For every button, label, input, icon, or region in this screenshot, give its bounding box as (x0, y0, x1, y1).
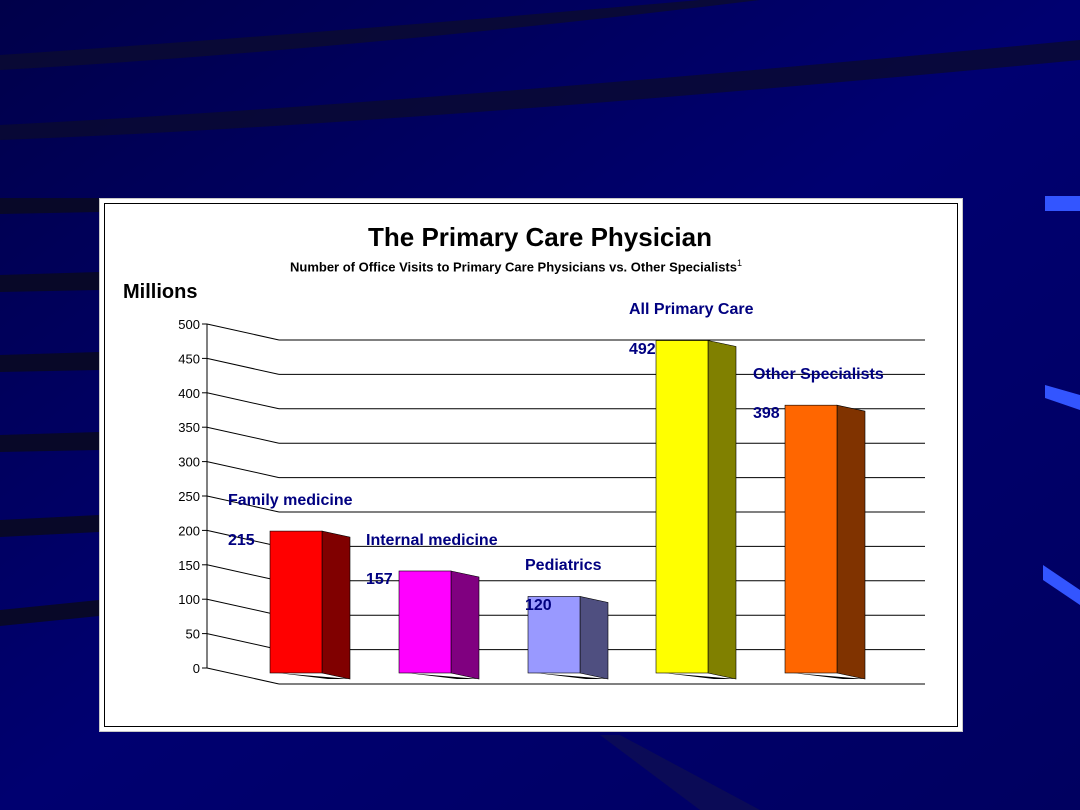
bar-shadow (664, 673, 736, 679)
bar-shadow (407, 673, 479, 679)
y-tick-label: 150 (178, 558, 200, 573)
bar-shadow (278, 673, 350, 679)
value-label: 157 (366, 571, 393, 588)
chart-title: The Primary Care Physician (368, 222, 712, 252)
y-tick-label: 300 (178, 455, 200, 470)
y-tick-label: 0 (193, 661, 200, 676)
grid-depth-line (206, 598, 280, 616)
bar-side (450, 570, 480, 680)
y-tick-label: 200 (178, 523, 200, 538)
bar-side (836, 404, 866, 680)
y-tick-label: 500 (178, 317, 200, 332)
bar-labels: Family medicine 215 Internal medicine 157 Pe… (228, 301, 884, 614)
value-label: 215 (228, 532, 255, 549)
chart-subtitle: Number of Office Visits to Primary Care … (290, 258, 790, 274)
grid-depth-line (206, 564, 280, 582)
y-tick-label: 400 (178, 386, 200, 401)
category-label: Internal medicine (366, 532, 498, 549)
bar-side (579, 596, 609, 680)
bar-front (655, 340, 709, 674)
y-tick-label: 100 (178, 592, 200, 607)
bar-side (321, 530, 351, 680)
subtitle-footnote: 1 (737, 258, 743, 268)
y-tick-label: 50 (186, 627, 200, 642)
bar-front (527, 596, 581, 674)
category-label: Family medicine (228, 492, 353, 509)
y-tick-label: 350 (178, 420, 200, 435)
chart-panel-border (104, 203, 958, 727)
category-label: All Primary Care (629, 301, 754, 318)
bar-shadow (793, 673, 865, 679)
grid-depth-line (206, 667, 280, 685)
grid-depth-line (206, 633, 280, 651)
y-axis-label: Millions (123, 281, 198, 303)
grid-depth-line (206, 529, 280, 547)
value-label: 398 (753, 405, 780, 422)
grid-depth-line (206, 392, 280, 410)
grid-depth-line (206, 426, 280, 444)
grid-depth-line (206, 495, 280, 513)
grid-depth-line (206, 461, 280, 479)
bar-2 (398, 570, 480, 680)
chart-subtitle-text: Number of Office Visits to Primary Care … (290, 259, 737, 275)
y-tick-label: 450 (178, 351, 200, 366)
bar-front (398, 570, 452, 674)
y-tick-label: 250 (178, 489, 200, 504)
grid-depth-line (206, 323, 280, 341)
category-label: Pediatrics (525, 557, 602, 574)
value-label: 492 (629, 341, 656, 358)
bar-shadow (536, 673, 608, 679)
category-label: Other Specialists (753, 366, 884, 383)
bar-1 (269, 530, 351, 680)
bar-front (784, 404, 838, 674)
value-label: 120 (525, 597, 552, 614)
grid-depth-line (206, 357, 280, 375)
bar-5 (784, 404, 866, 680)
bars (269, 340, 866, 680)
bar-3 (527, 596, 609, 680)
bar-4 (655, 340, 737, 680)
y-ticks: 0 50 100 150 200 250 300 350 400 450 500 (178, 317, 200, 676)
bar-front (269, 530, 323, 674)
bar-side (707, 340, 737, 680)
